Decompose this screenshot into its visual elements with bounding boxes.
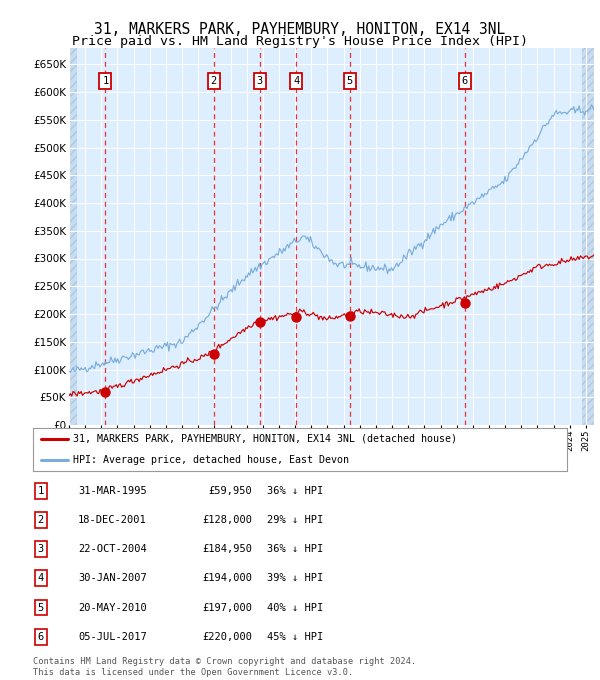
Text: 45% ↓ HPI: 45% ↓ HPI: [267, 632, 323, 642]
Text: 22-OCT-2004: 22-OCT-2004: [78, 544, 147, 554]
Text: 29% ↓ HPI: 29% ↓ HPI: [267, 515, 323, 525]
Text: £194,000: £194,000: [202, 573, 252, 583]
Text: 1: 1: [102, 76, 109, 86]
Text: £220,000: £220,000: [202, 632, 252, 642]
Text: Contains HM Land Registry data © Crown copyright and database right 2024.
This d: Contains HM Land Registry data © Crown c…: [33, 657, 416, 677]
Text: 2: 2: [38, 515, 44, 525]
Text: 5: 5: [347, 76, 353, 86]
Text: £197,000: £197,000: [202, 602, 252, 613]
Text: 6: 6: [38, 632, 44, 642]
Text: 4: 4: [38, 573, 44, 583]
Text: 36% ↓ HPI: 36% ↓ HPI: [267, 486, 323, 496]
Text: 18-DEC-2001: 18-DEC-2001: [78, 515, 147, 525]
Text: 40% ↓ HPI: 40% ↓ HPI: [267, 602, 323, 613]
Text: Price paid vs. HM Land Registry's House Price Index (HPI): Price paid vs. HM Land Registry's House …: [72, 35, 528, 48]
Text: 31, MARKERS PARK, PAYHEMBURY, HONITON, EX14 3NL: 31, MARKERS PARK, PAYHEMBURY, HONITON, E…: [94, 22, 506, 37]
Text: 6: 6: [462, 76, 468, 86]
Text: 3: 3: [38, 544, 44, 554]
Text: 4: 4: [293, 76, 299, 86]
Text: 39% ↓ HPI: 39% ↓ HPI: [267, 573, 323, 583]
Text: 5: 5: [38, 602, 44, 613]
Text: 31, MARKERS PARK, PAYHEMBURY, HONITON, EX14 3NL (detached house): 31, MARKERS PARK, PAYHEMBURY, HONITON, E…: [73, 434, 457, 444]
Text: 2: 2: [211, 76, 217, 86]
Text: 31-MAR-1995: 31-MAR-1995: [78, 486, 147, 496]
Text: 05-JUL-2017: 05-JUL-2017: [78, 632, 147, 642]
Text: 1: 1: [38, 486, 44, 496]
Text: HPI: Average price, detached house, East Devon: HPI: Average price, detached house, East…: [73, 455, 349, 465]
Text: 20-MAY-2010: 20-MAY-2010: [78, 602, 147, 613]
Text: £59,950: £59,950: [208, 486, 252, 496]
Text: 36% ↓ HPI: 36% ↓ HPI: [267, 544, 323, 554]
Text: 30-JAN-2007: 30-JAN-2007: [78, 573, 147, 583]
Text: £184,950: £184,950: [202, 544, 252, 554]
Text: 3: 3: [257, 76, 263, 86]
Text: £128,000: £128,000: [202, 515, 252, 525]
